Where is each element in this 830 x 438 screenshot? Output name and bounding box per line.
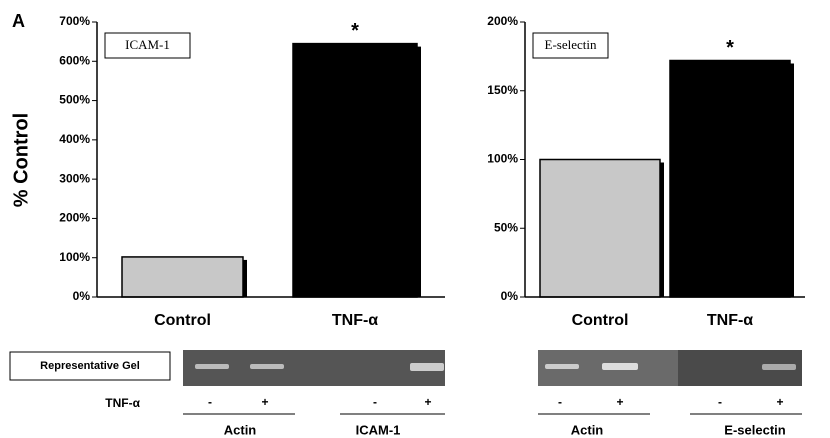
y-tick-label: 200% bbox=[487, 14, 518, 28]
bar bbox=[293, 44, 417, 297]
chart-title: ICAM-1 bbox=[125, 37, 170, 52]
gel-band bbox=[250, 364, 284, 369]
treatment-sign: + bbox=[261, 395, 268, 409]
y-tick-label: 100% bbox=[59, 250, 90, 264]
gel-band bbox=[410, 363, 444, 371]
y-tick-label: 500% bbox=[59, 93, 90, 107]
treatment-sign: - bbox=[558, 395, 562, 409]
treatment-sign: - bbox=[373, 395, 377, 409]
chart-title: E-selectin bbox=[545, 37, 597, 52]
y-tick-label: 600% bbox=[59, 53, 90, 67]
bar bbox=[540, 160, 660, 298]
group-label: E-selectin bbox=[724, 422, 785, 437]
gel-label: Representative Gel bbox=[40, 360, 140, 372]
x-tick-label: Control bbox=[154, 312, 211, 329]
treatment-sign: - bbox=[718, 395, 722, 409]
bar bbox=[670, 61, 790, 298]
y-tick-label: 100% bbox=[487, 152, 518, 166]
y-tick-label: 50% bbox=[494, 220, 518, 234]
y-tick-label: 300% bbox=[59, 171, 90, 185]
treatment-sign: - bbox=[208, 395, 212, 409]
treatment-sign: + bbox=[424, 395, 431, 409]
gel-band bbox=[762, 364, 796, 370]
y-tick-label: 0% bbox=[73, 289, 91, 303]
figure: A % Control Representative Gel TNF-α 0% 1… bbox=[0, 0, 830, 438]
y-tick-label: 0% bbox=[501, 289, 519, 303]
y-tick-label: 150% bbox=[487, 83, 518, 97]
panel-label: A bbox=[12, 11, 25, 31]
x-tick-label: TNF-α bbox=[332, 312, 378, 329]
y-axis-label: % Control bbox=[10, 113, 32, 207]
group-label: Actin bbox=[571, 422, 604, 437]
gel-band bbox=[195, 364, 229, 369]
y-tick-label: 400% bbox=[59, 132, 90, 146]
gel-band bbox=[545, 364, 579, 369]
bar bbox=[122, 257, 243, 297]
group-label: Actin bbox=[224, 422, 257, 437]
group-label: ICAM-1 bbox=[356, 422, 401, 437]
y-tick-label: 700% bbox=[59, 14, 90, 28]
treatment-label: TNF-α bbox=[105, 396, 140, 410]
treatment-sign: + bbox=[616, 395, 623, 409]
y-tick-label: 200% bbox=[59, 211, 90, 225]
treatment-sign: + bbox=[776, 395, 783, 409]
annotation: * bbox=[351, 20, 359, 42]
gel-band bbox=[602, 363, 638, 370]
annotation: * bbox=[726, 37, 734, 59]
x-tick-label: TNF-α bbox=[707, 312, 753, 329]
x-tick-label: Control bbox=[572, 312, 629, 329]
